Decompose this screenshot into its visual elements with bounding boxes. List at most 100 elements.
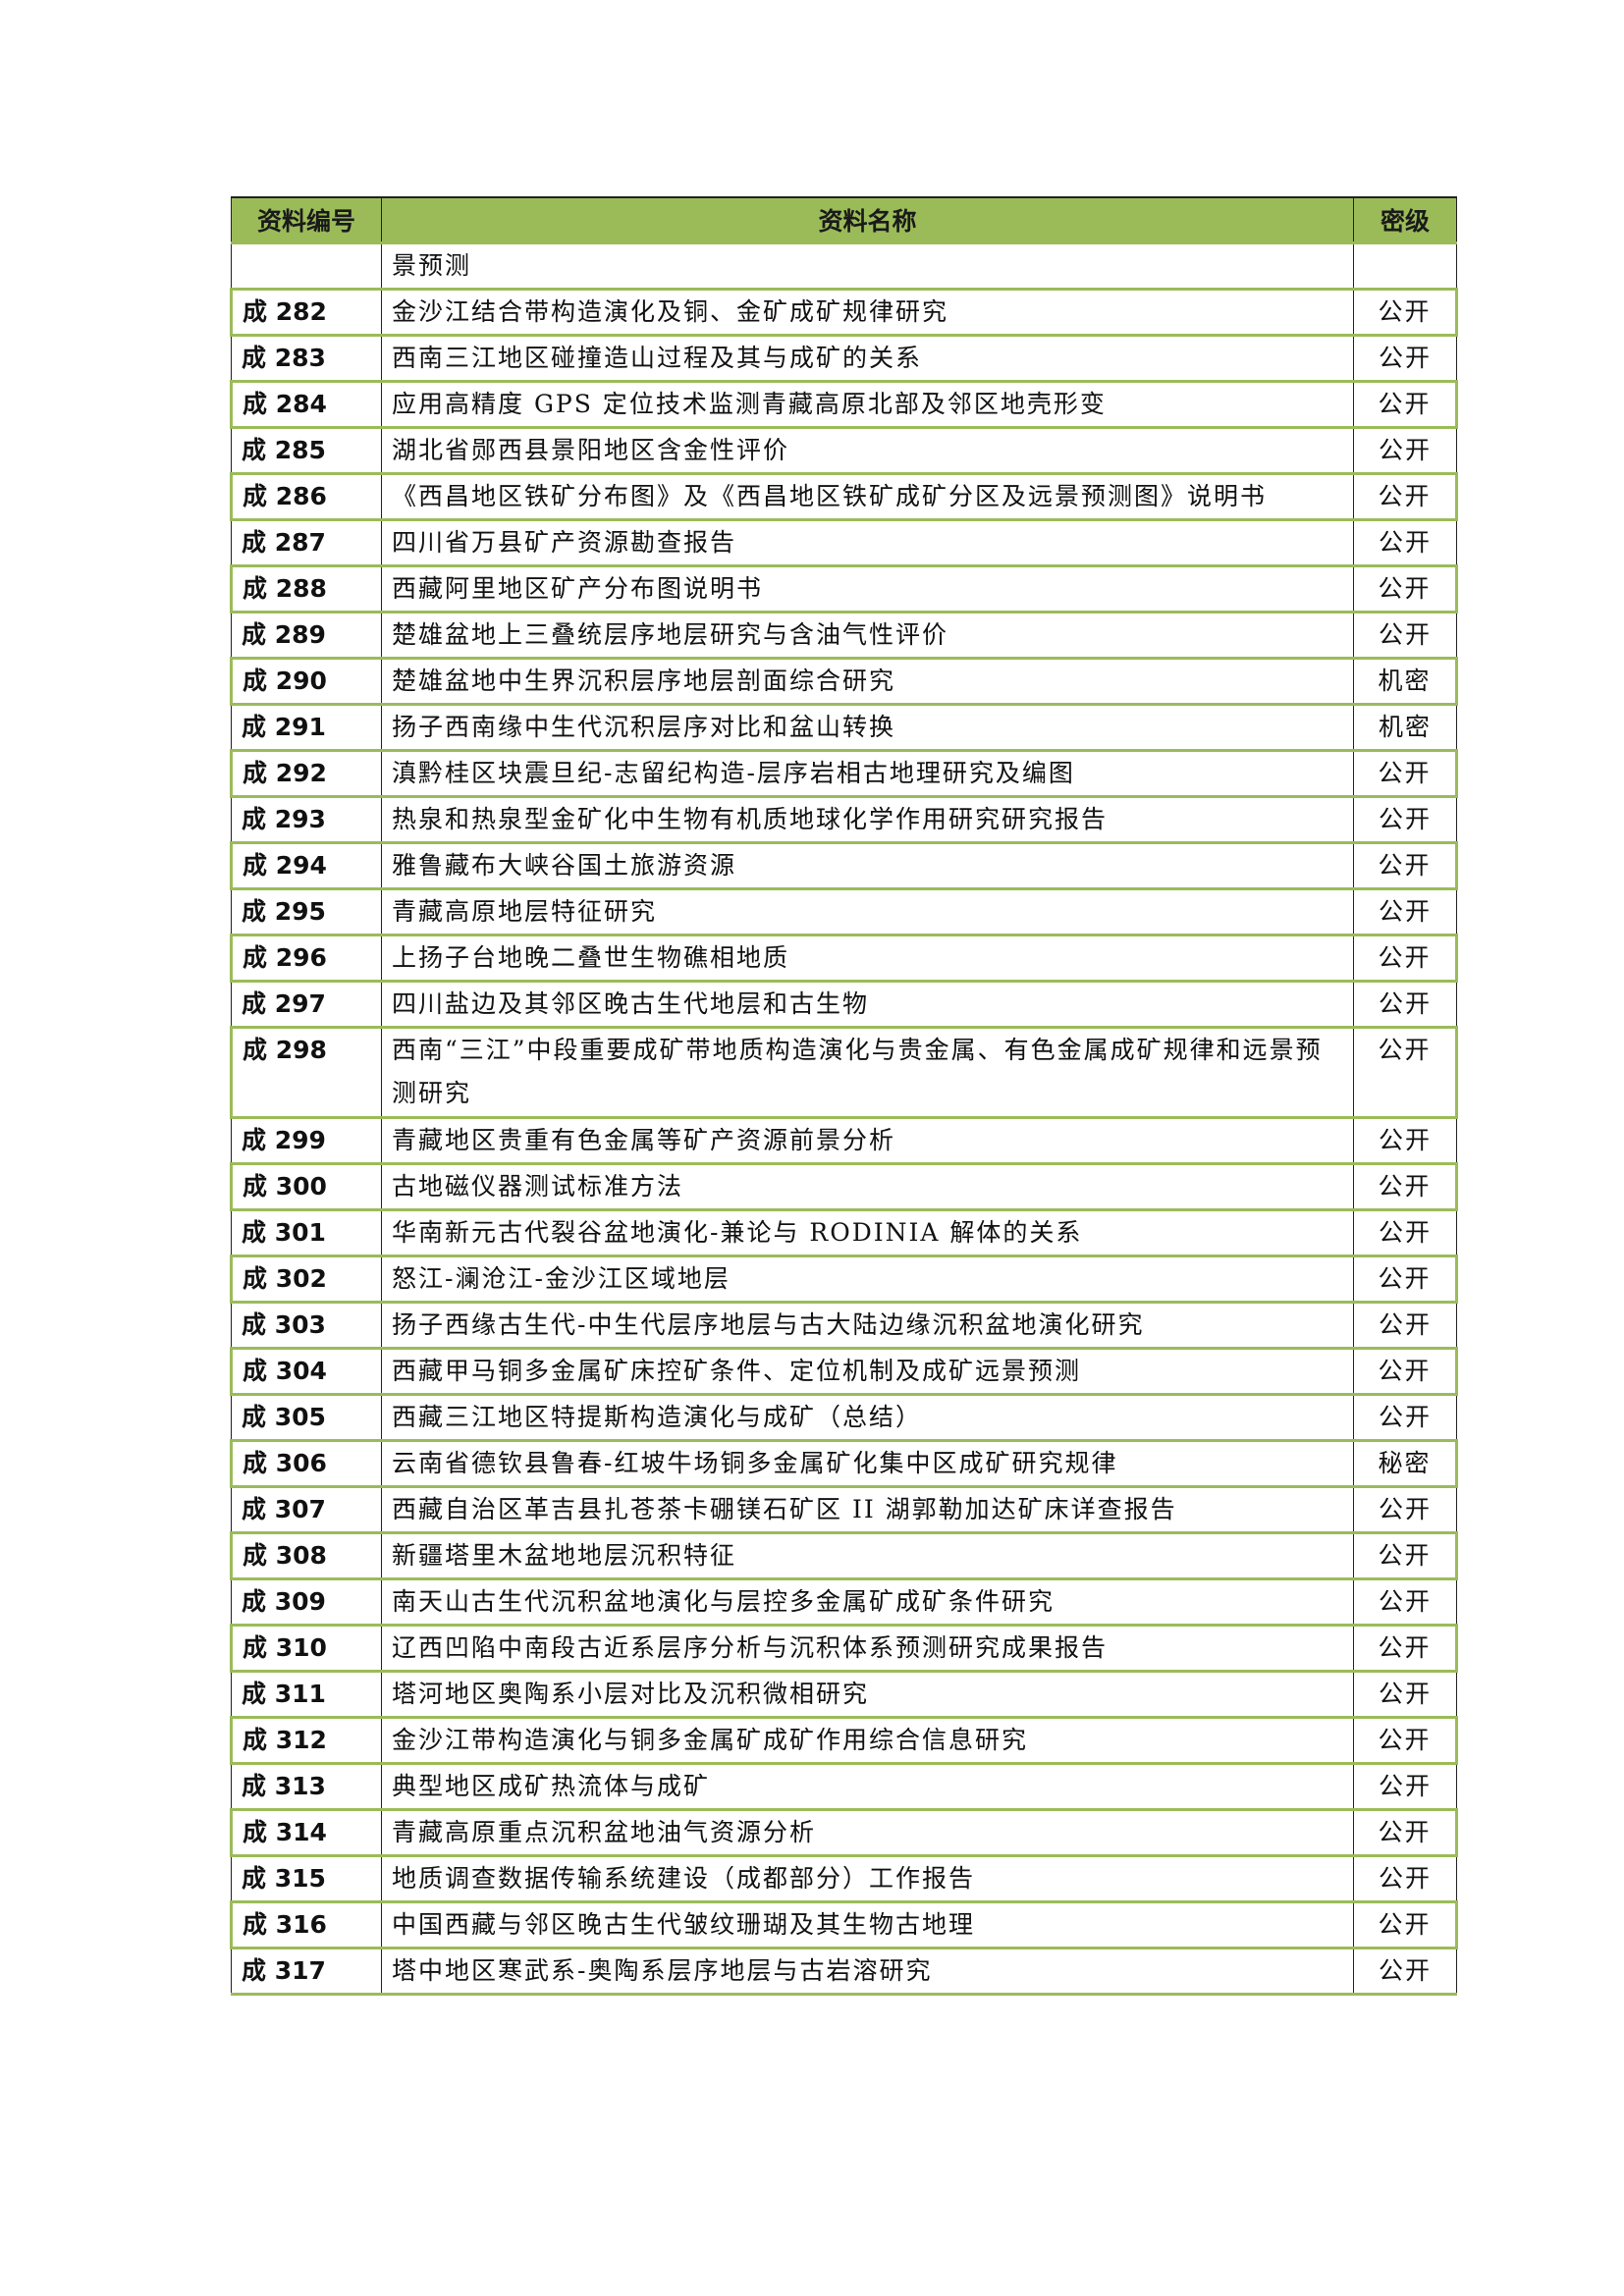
record-id: 成 301 [231, 1209, 382, 1257]
record-id: 成 317 [231, 1948, 382, 1996]
record-level: 机密 [1353, 657, 1458, 706]
table-header-row: 资料编号 资料名称 密级 [231, 196, 1457, 244]
table-row: 成 286 《西昌地区铁矿分布图》及《西昌地区铁矿成矿分区及远景预测图》说明书 公开 [230, 472, 1458, 521]
table-row: 成 307 西藏自治区革吉县扎苍茶卡硼镁石矿区 II 湖郭勒加达矿床详查报告 公开 [231, 1486, 1457, 1534]
table-row: 成 290 楚雄盆地中生界沉积层序地层剖面综合研究 机密 [230, 657, 1458, 706]
table-row: 成 316 中国西藏与邻区晚古生代皱纹珊瑚及其生物古地理 公开 [230, 1900, 1458, 1949]
table-row: 成 288 西藏阿里地区矿产分布图说明书 公开 [230, 564, 1458, 614]
table-row: 成 315 地质调查数据传输系统建设（成都部分）工作报告 公开 [231, 1855, 1457, 1903]
table-row: 成 287 四川省万县矿产资源勘查报告 公开 [231, 519, 1457, 567]
record-level: 公开 [1353, 981, 1457, 1029]
record-name: 《西昌地区铁矿分布图》及《西昌地区铁矿成矿分区及远景预测图》说明书 [381, 472, 1354, 521]
record-level: 公开 [1353, 1486, 1457, 1534]
table-row: 成 300 古地磁仪器测试标准方法 公开 [230, 1162, 1458, 1211]
table-row: 成 282 金沙江结合带构造演化及铜、金矿成矿规律研究 公开 [230, 288, 1458, 337]
record-id: 成 288 [230, 564, 382, 614]
record-level: 公开 [1353, 1671, 1457, 1719]
record-name: 热泉和热泉型金矿化中生物有机质地球化学作用研究研究报告 [381, 796, 1354, 844]
record-name: 雅鲁藏布大峡谷国土旅游资源 [381, 841, 1354, 890]
record-id: 成 312 [230, 1716, 382, 1765]
record-name: 楚雄盆地上三叠统层序地层研究与含油气性评价 [381, 612, 1354, 660]
record-id: 成 315 [231, 1855, 382, 1903]
record-level: 公开 [1353, 1855, 1457, 1903]
record-level: 公开 [1353, 612, 1457, 660]
record-id: 成 307 [231, 1486, 382, 1534]
record-name: 扬子西南缘中生代沉积层序对比和盆山转换 [381, 704, 1354, 752]
record-id: 成 302 [230, 1255, 382, 1304]
record-name: 华南新元古代裂谷盆地演化-兼论与 RODINIA 解体的关系 [381, 1209, 1354, 1257]
record-id: 成 291 [231, 704, 382, 752]
table-row: 成 306 云南省德钦县鲁春-红坡牛场铜多金属矿化集中区成矿研究规律 秘密 [230, 1439, 1458, 1488]
record-name: 新疆塔里木盆地地层沉积特征 [381, 1531, 1354, 1580]
table-row: 成 285 湖北省郧西县景阳地区含金性评价 公开 [231, 427, 1457, 475]
record-level [1353, 242, 1457, 291]
record-id: 成 314 [230, 1808, 382, 1857]
record-level: 公开 [1353, 1394, 1457, 1442]
record-level: 公开 [1353, 1255, 1458, 1304]
record-name: 西藏三江地区特提斯构造演化与成矿（总结） [381, 1394, 1354, 1442]
record-name: 上扬子台地晚二叠世生物礁相地质 [381, 934, 1354, 983]
record-level: 公开 [1353, 1531, 1458, 1580]
table-row: 成 311 塔河地区奥陶系小层对比及沉积微相研究 公开 [231, 1671, 1457, 1719]
record-level: 公开 [1353, 1763, 1457, 1811]
record-level: 公开 [1353, 796, 1457, 844]
table-body: 景预测成 282 金沙江结合带构造演化及铜、金矿成矿规律研究 公开成 283 西南三江… [230, 242, 1458, 1996]
record-name: 青藏高原地层特征研究 [381, 888, 1354, 936]
table-row: 成 305 西藏三江地区特提斯构造演化与成矿（总结） 公开 [231, 1394, 1457, 1442]
record-id: 成 299 [231, 1117, 382, 1165]
record-level: 公开 [1353, 564, 1458, 614]
record-level: 公开 [1353, 1624, 1458, 1673]
table-row: 景预测 [231, 242, 1457, 291]
record-level: 公开 [1353, 288, 1458, 337]
record-id: 成 305 [231, 1394, 382, 1442]
record-id: 成 285 [231, 427, 382, 475]
table-row: 成 295 青藏高原地层特征研究 公开 [231, 888, 1457, 936]
record-id: 成 297 [231, 981, 382, 1029]
record-id: 成 306 [230, 1439, 382, 1488]
table-row: 成 299 青藏地区贵重有色金属等矿产资源前景分析 公开 [231, 1117, 1457, 1165]
record-level: 公开 [1353, 1302, 1457, 1350]
record-name: 滇黔桂区块震旦纪-志留纪构造-层序岩相古地理研究及编图 [381, 749, 1354, 798]
record-id: 成 309 [231, 1578, 382, 1627]
record-level: 公开 [1353, 1900, 1458, 1949]
table-row: 成 289 楚雄盆地上三叠统层序地层研究与含油气性评价 公开 [231, 612, 1457, 660]
record-level: 公开 [1353, 380, 1458, 429]
record-name: 西藏甲马铜多金属矿床控矿条件、定位机制及成矿远景预测 [381, 1347, 1354, 1396]
record-name: 青藏高原重点沉积盆地油气资源分析 [381, 1808, 1354, 1857]
table-row: 成 314 青藏高原重点沉积盆地油气资源分析 公开 [230, 1808, 1458, 1857]
record-id: 成 289 [231, 612, 382, 660]
record-name: 湖北省郧西县景阳地区含金性评价 [381, 427, 1354, 475]
record-name: 四川省万县矿产资源勘查报告 [381, 519, 1354, 567]
record-name: 金沙江结合带构造演化及铜、金矿成矿规律研究 [381, 288, 1354, 337]
record-name: 西南“三江”中段重要成矿带地质构造演化与贵金属、有色金属成矿规律和远景预测研究 [381, 1026, 1354, 1119]
record-name: 应用高精度 GPS 定位技术监测青藏高原北部及邻区地壳形变 [381, 380, 1354, 429]
record-name: 青藏地区贵重有色金属等矿产资源前景分析 [381, 1117, 1354, 1165]
table-row: 成 292 滇黔桂区块震旦纪-志留纪构造-层序岩相古地理研究及编图 公开 [230, 749, 1458, 798]
table-row: 成 308 新疆塔里木盆地地层沉积特征 公开 [230, 1531, 1458, 1580]
record-level: 公开 [1353, 1578, 1457, 1627]
table-row: 成 298 西南“三江”中段重要成矿带地质构造演化与贵金属、有色金属成矿规律和远景… [230, 1026, 1458, 1119]
record-level: 公开 [1353, 1026, 1458, 1119]
header-name: 资料名称 [381, 196, 1354, 244]
record-name: 四川盐边及其邻区晚古生代地层和古生物 [381, 981, 1354, 1029]
record-id [231, 242, 382, 291]
record-id: 成 304 [230, 1347, 382, 1396]
table-row: 成 304 西藏甲马铜多金属矿床控矿条件、定位机制及成矿远景预测 公开 [230, 1347, 1458, 1396]
record-level: 公开 [1353, 841, 1458, 890]
table-row: 成 303 扬子西缘古生代-中生代层序地层与古大陆边缘沉积盆地演化研究 公开 [231, 1302, 1457, 1350]
table-row: 成 317 塔中地区寒武系-奥陶系层序地层与古岩溶研究 公开 [231, 1948, 1457, 1996]
record-level: 公开 [1353, 335, 1457, 383]
table-row: 成 294 雅鲁藏布大峡谷国土旅游资源 公开 [230, 841, 1458, 890]
record-name: 西藏阿里地区矿产分布图说明书 [381, 564, 1354, 614]
record-name: 塔中地区寒武系-奥陶系层序地层与古岩溶研究 [381, 1948, 1354, 1996]
table-row: 成 309 南天山古生代沉积盆地演化与层控多金属矿成矿条件研究 公开 [231, 1578, 1457, 1627]
table-row: 成 283 西南三江地区碰撞造山过程及其与成矿的关系 公开 [231, 335, 1457, 383]
record-id: 成 311 [231, 1671, 382, 1719]
header-level: 密级 [1353, 196, 1457, 244]
record-name: 典型地区成矿热流体与成矿 [381, 1763, 1354, 1811]
table-row: 成 291 扬子西南缘中生代沉积层序对比和盆山转换 机密 [231, 704, 1457, 752]
record-id: 成 298 [230, 1026, 382, 1119]
table-row: 成 302 怒江-澜沧江-金沙江区域地层 公开 [230, 1255, 1458, 1304]
record-name: 扬子西缘古生代-中生代层序地层与古大陆边缘沉积盆地演化研究 [381, 1302, 1354, 1350]
record-id: 成 296 [230, 934, 382, 983]
